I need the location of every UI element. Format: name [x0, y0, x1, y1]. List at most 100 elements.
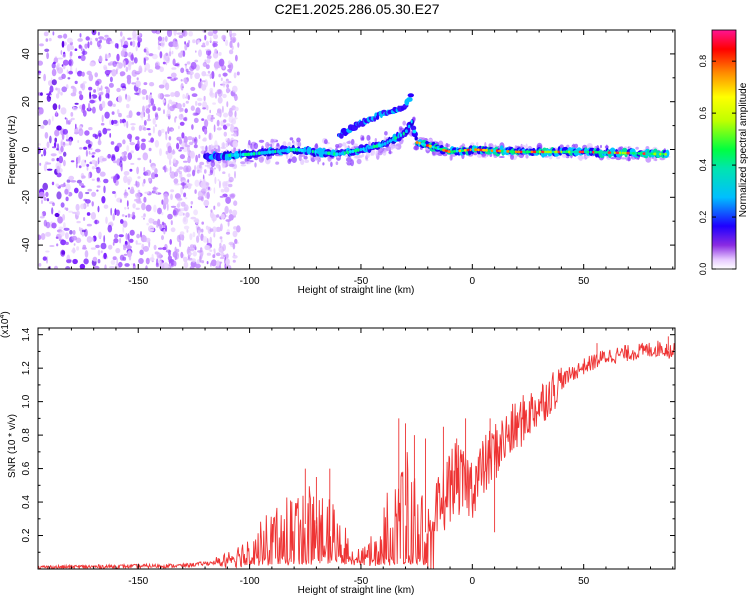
trace-core [551, 150, 556, 154]
noise-speckle [64, 232, 69, 240]
trace-core [623, 151, 628, 155]
noise-speckle [103, 235, 106, 243]
colorbar-tick-label: 0.8 [698, 55, 708, 68]
x-tick-label: 50 [578, 276, 590, 287]
trace-core [391, 137, 395, 142]
noise-speckle [209, 87, 214, 93]
noise-speckle [131, 61, 135, 65]
noise-speckle [45, 191, 49, 197]
noise-speckle [88, 127, 93, 131]
noise-speckle [112, 160, 117, 164]
noise-speckle [43, 31, 49, 37]
noise-speckle [41, 147, 48, 150]
noise-speckle [236, 225, 241, 233]
noise-speckle [56, 125, 62, 131]
noise-speckle [82, 81, 87, 84]
trace-core [594, 150, 599, 154]
noise-speckle [76, 220, 81, 224]
trace-core [368, 146, 370, 150]
noise-speckle [52, 103, 58, 111]
noise-speckle [65, 196, 69, 202]
trace-core [346, 150, 349, 155]
noise-speckle [199, 164, 202, 169]
noise-speckle [180, 79, 183, 82]
trace-core [514, 150, 518, 154]
noise-speckle [180, 182, 186, 186]
trace-core [407, 124, 411, 129]
trace-halo [322, 162, 325, 166]
x-tick-label: 0 [470, 576, 476, 587]
noise-speckle [105, 93, 109, 99]
trace-core [359, 147, 363, 152]
trace-core [287, 148, 291, 152]
noise-speckle [56, 243, 59, 247]
noise-speckle [72, 230, 76, 235]
noise-speckle [234, 238, 238, 244]
noise-speckle [57, 67, 64, 74]
noise-speckle [117, 62, 119, 71]
noise-speckle [41, 154, 43, 157]
trace-core [469, 148, 472, 152]
noise-speckle [222, 171, 226, 174]
trace-core [490, 149, 494, 153]
noise-speckle [205, 40, 209, 46]
noise-speckle [61, 86, 67, 93]
noise-speckle [125, 215, 127, 218]
noise-speckle [80, 203, 85, 210]
noise-speckle [86, 166, 89, 171]
noise-speckle [125, 66, 129, 73]
noise-speckle [218, 58, 225, 67]
noise-speckle [66, 259, 72, 264]
noise-speckle [97, 31, 100, 36]
noise-speckle [219, 242, 222, 248]
noise-speckle [89, 72, 92, 77]
noise-speckle [216, 112, 219, 116]
trace-core [538, 150, 542, 154]
trace-core [645, 152, 649, 156]
trace-core [589, 150, 592, 154]
trace-core [544, 150, 547, 154]
noise-speckle [109, 119, 112, 126]
noise-speckle [90, 212, 96, 220]
snr-multiplier-base: (x10 [0, 318, 11, 338]
noise-speckle [38, 147, 41, 155]
trace-halo [358, 156, 363, 159]
noise-speckle [206, 252, 211, 256]
noise-speckle [187, 40, 191, 44]
noise-speckle [62, 141, 66, 148]
noise-speckle [74, 102, 79, 105]
noise-speckle [143, 178, 146, 184]
trace-halo [389, 149, 392, 155]
y-tick-label: 20 [21, 96, 32, 108]
noise-speckle [49, 85, 54, 93]
noise-speckle [204, 128, 208, 135]
trace-core [632, 151, 636, 155]
noise-speckle [220, 188, 225, 193]
noise-speckle [189, 150, 195, 159]
noise-speckle [201, 145, 205, 151]
noise-speckle [53, 142, 57, 148]
noise-speckle [155, 192, 162, 195]
trace-core [659, 152, 662, 156]
trace-core [653, 152, 657, 156]
trace-halo [240, 161, 246, 165]
trace-core [527, 150, 532, 154]
noise-speckle [68, 70, 73, 75]
noise-speckle [162, 246, 167, 251]
noise-speckle [127, 233, 130, 241]
noise-speckle [69, 230, 73, 235]
noise-speckle [123, 175, 128, 184]
noise-speckle [228, 241, 235, 246]
noise-speckle [194, 72, 201, 80]
noise-speckle [113, 123, 119, 127]
noise-speckle [126, 245, 132, 250]
trace-core [450, 150, 454, 154]
noise-speckle [103, 252, 107, 260]
noise-speckle [228, 49, 234, 55]
noise-speckle [220, 223, 223, 232]
noise-speckle [204, 119, 209, 128]
noise-speckle [76, 179, 82, 184]
noise-speckle [194, 179, 200, 187]
noise-speckle [179, 172, 183, 179]
noise-speckle [154, 65, 161, 70]
